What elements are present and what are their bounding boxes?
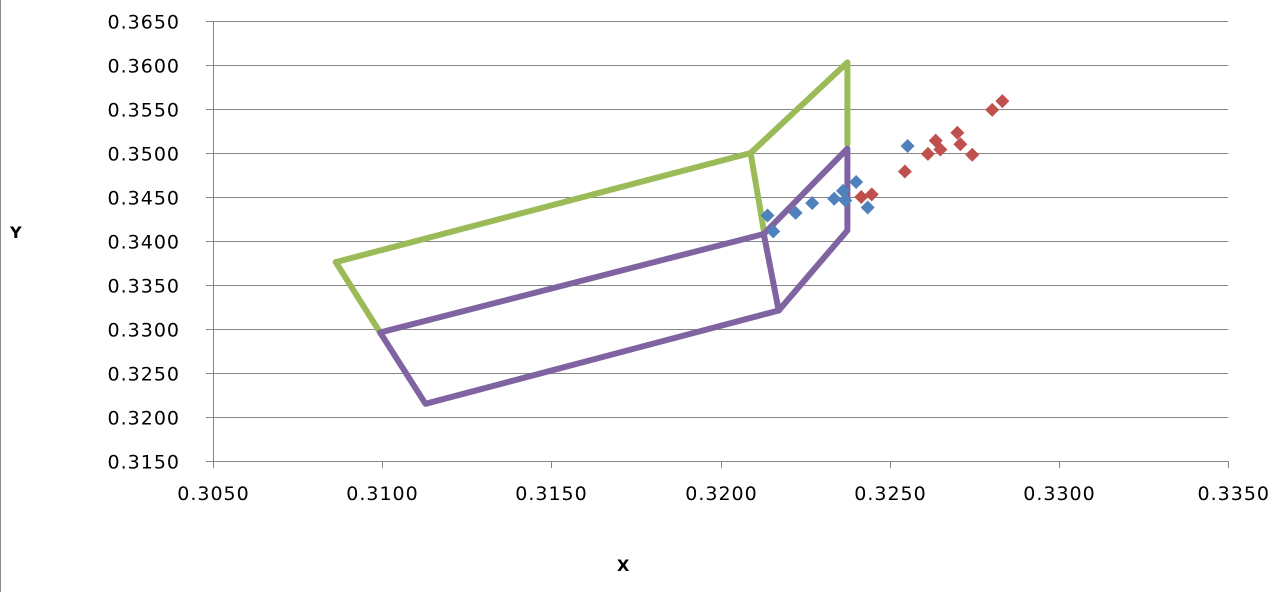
x-tick-label: 0.3050	[177, 483, 249, 505]
x-tick-label: 0.3350	[1198, 483, 1270, 505]
data-point	[953, 137, 968, 152]
data-point	[860, 200, 875, 215]
data-point	[920, 146, 935, 161]
region-outline	[332, 59, 851, 266]
y-tick-label: 0.3400	[108, 232, 180, 254]
y-tick-label: 0.3650	[108, 12, 180, 34]
y-axis-title: Y	[9, 223, 22, 242]
tick-labels: 0.3150 0.3200 0.3250 0.3300 0.3350 0.3400 0.34…	[108, 12, 1270, 506]
data-point	[849, 175, 864, 190]
x-tick-label: 0.3250	[854, 483, 926, 505]
data-point	[838, 193, 853, 208]
y-tick-label: 0.3550	[108, 100, 180, 122]
data-point	[897, 164, 912, 179]
y-tick-label: 0.3600	[108, 56, 180, 78]
data-point	[864, 187, 879, 202]
x-tick-label: 0.3100	[346, 483, 418, 505]
x-axis-title: X	[617, 556, 630, 575]
data-point	[760, 208, 775, 223]
data-point	[965, 147, 980, 162]
x-tick-label: 0.3300	[1023, 483, 1095, 505]
region-outline	[747, 150, 767, 234]
data-point	[950, 125, 965, 140]
region-outline	[332, 259, 384, 336]
data-point	[995, 94, 1010, 109]
y-tick-label: 0.3450	[108, 188, 180, 210]
y-tick-label: 0.3300	[108, 320, 180, 342]
axes	[206, 21, 1229, 468]
y-tick-label: 0.3250	[108, 364, 180, 386]
data-points	[760, 94, 1010, 239]
data-point	[805, 196, 820, 211]
y-tick-label: 0.3150	[108, 452, 180, 474]
data-point	[827, 191, 842, 206]
data-point	[900, 138, 915, 153]
gridlines	[213, 21, 1228, 418]
region-outlines	[332, 59, 851, 407]
y-tick-label: 0.3500	[108, 144, 180, 166]
data-point	[985, 102, 1000, 117]
y-tick-label: 0.3200	[108, 408, 180, 430]
y-tick-label: 0.3350	[108, 276, 180, 298]
data-point	[766, 224, 781, 239]
data-point	[788, 205, 803, 220]
data-point	[933, 142, 948, 157]
data-point	[835, 183, 850, 198]
x-tick-label: 0.3200	[685, 483, 757, 505]
region-outline	[760, 231, 782, 314]
data-point	[854, 190, 869, 204]
x-tick-label: 0.3150	[515, 483, 587, 505]
